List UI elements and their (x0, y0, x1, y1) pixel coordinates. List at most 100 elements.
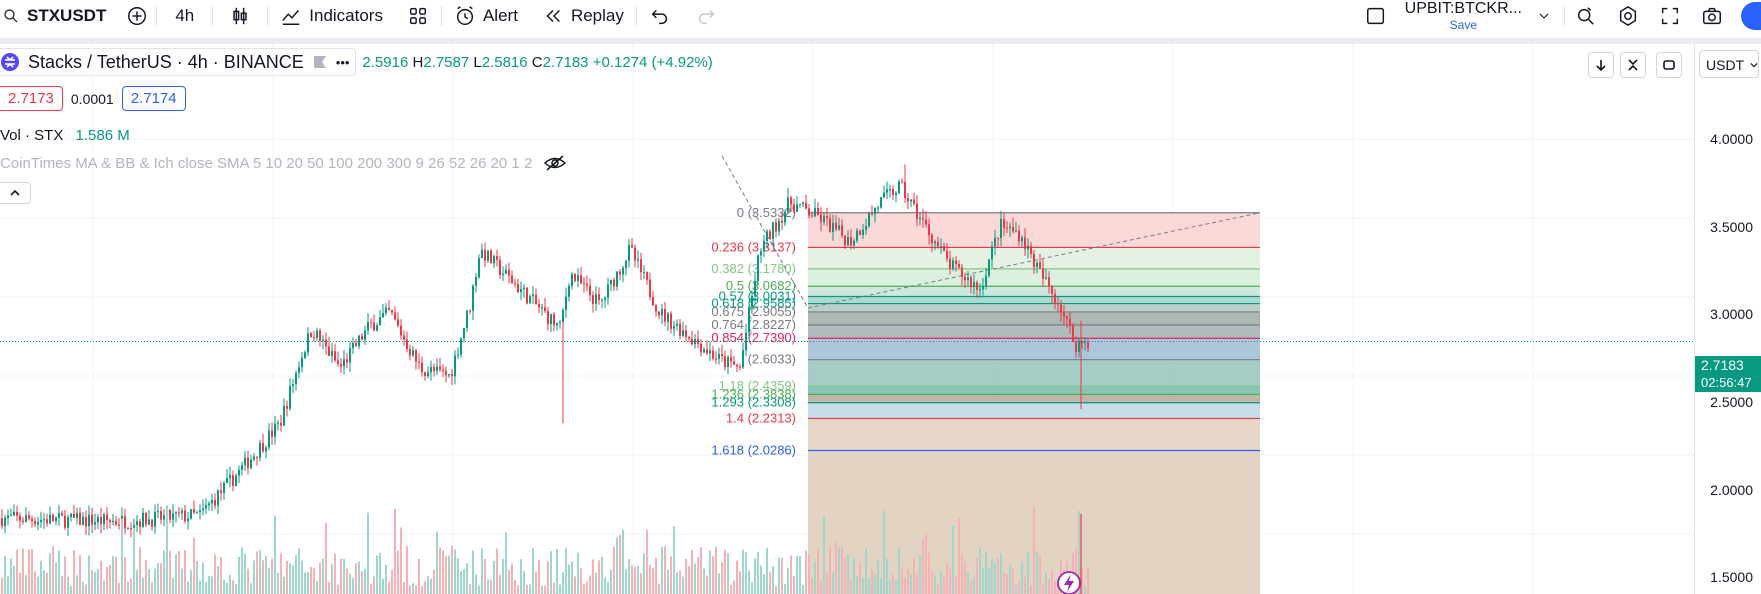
candle-body (379, 317, 381, 326)
volume-bar (337, 584, 339, 594)
compare-button[interactable] (118, 0, 156, 32)
indicators-button[interactable]: Indicators (268, 0, 395, 32)
chart-pane[interactable]: 0 (3.5332) 0.236 (3.3137) 0.382 (3.1780) 0.… (0, 44, 1694, 594)
layout-checkbox[interactable] (1357, 0, 1395, 32)
close-value: 2.7183 (542, 53, 589, 71)
volume-bar (379, 552, 381, 594)
price-axis[interactable]: USDT 4.0000 3.5000 3.0000 2.5000 2.0000 … (1694, 44, 1761, 594)
candle-body (151, 519, 153, 527)
candle-body (511, 275, 513, 284)
candle-body (886, 189, 888, 193)
candle-body (568, 285, 570, 297)
volume-bar (775, 585, 777, 594)
eye-hidden-icon[interactable] (544, 154, 567, 172)
volume-bar (466, 563, 468, 594)
templates-button[interactable] (395, 0, 441, 32)
redo-button[interactable] (683, 0, 729, 32)
flag-icon[interactable] (312, 54, 328, 70)
fib-trend-line (721, 155, 809, 309)
symbol-search-button[interactable]: STXUSDT (0, 0, 118, 32)
candle-body (76, 512, 78, 518)
candle-body (1060, 304, 1062, 313)
volume-bar (250, 583, 252, 594)
volume-bar (190, 570, 192, 594)
candle-body (220, 490, 222, 494)
scroll-down-button[interactable] (1588, 52, 1614, 78)
maximize-pane-button[interactable] (1656, 52, 1682, 78)
chevron-up-icon (10, 189, 20, 196)
volume-bar (1012, 568, 1014, 594)
candle-body (457, 354, 459, 356)
interval-button[interactable]: 4h (157, 0, 212, 32)
chart-type-button[interactable] (213, 0, 267, 32)
symbol-title-box[interactable]: Stacks / TetherUS · 4h · BINANCE ••• (0, 48, 357, 76)
candle-body (730, 357, 732, 362)
legend-more-button[interactable]: ••• (335, 54, 350, 70)
volume-legend[interactable]: Vol · STX 1.586 M (0, 127, 130, 144)
undo-button[interactable] (637, 0, 683, 32)
collapse-pane-button[interactable] (1620, 52, 1646, 78)
volume-bar (1075, 548, 1077, 594)
volume-bar (733, 580, 735, 594)
candle-body (736, 364, 738, 367)
candle-body (28, 515, 30, 519)
volume-bar (496, 548, 498, 594)
collapse-legend-button[interactable] (0, 182, 31, 204)
volume-bar (412, 583, 414, 594)
candle-body (577, 275, 579, 281)
candle-body (1087, 342, 1089, 349)
volume-bar (199, 580, 201, 594)
sell-price-button[interactable]: 2.7173 (0, 86, 63, 111)
snapshot-button[interactable] (1691, 0, 1733, 32)
candle-body (376, 325, 378, 331)
volume-bar (688, 566, 690, 594)
publish-button[interactable] (1741, 2, 1761, 30)
candle-body (814, 207, 816, 217)
candle-body (703, 349, 705, 353)
candle-body (421, 362, 423, 373)
volume-bar (1057, 582, 1059, 594)
candle-body (1033, 253, 1035, 268)
volume-bar (784, 584, 786, 594)
alert-button[interactable]: Alert (442, 0, 530, 32)
replay-button[interactable]: Replay (530, 0, 636, 32)
candle-body (247, 457, 249, 469)
layout-name-button[interactable]: UPBIT:BTCKR... Save (1395, 1, 1532, 32)
candle-body (313, 337, 315, 339)
volume-bar (958, 517, 960, 594)
candle-body (637, 259, 639, 261)
candle-body (901, 181, 903, 183)
candle-body (217, 490, 219, 506)
volume-bar (178, 551, 180, 594)
ma-legend[interactable]: CoinTimes MA & BB & Ich close SMA 5 10 2… (0, 154, 567, 172)
volume-bar (361, 571, 363, 594)
volume-bar (523, 571, 525, 594)
layout-menu-button[interactable] (1532, 0, 1564, 32)
quick-search-button[interactable] (1565, 0, 1607, 32)
fullscreen-button[interactable] (1649, 0, 1691, 32)
volume-bar (901, 566, 903, 594)
volume-bar (964, 561, 966, 594)
volume-bar (382, 578, 384, 594)
currency-selector[interactable]: USDT (1699, 50, 1759, 78)
volume-bar (502, 558, 504, 594)
price-chart[interactable]: 0 (3.5332) 0.236 (3.3137) 0.382 (3.1780) 0.… (0, 44, 1694, 594)
candle-body (721, 354, 723, 357)
settings-button[interactable] (1607, 0, 1649, 32)
candle-body (640, 259, 642, 273)
fib-level-label: 1.18 (2.4359) (719, 378, 796, 393)
candle-body (250, 459, 252, 469)
candle-body (742, 350, 744, 368)
candle-body (991, 246, 993, 260)
volume-bar (838, 547, 840, 594)
volume-bar (334, 553, 336, 594)
candle-body (94, 522, 96, 525)
buy-price-button[interactable]: 2.7174 (121, 86, 186, 111)
candle-body (934, 241, 936, 244)
candle-body (1012, 226, 1014, 232)
volume-bar (631, 565, 633, 594)
fib-level-label: 1.618 (2.0286) (711, 442, 796, 457)
candle-body (418, 361, 420, 363)
fib-band (808, 212, 1260, 248)
volume-bar (937, 584, 939, 594)
